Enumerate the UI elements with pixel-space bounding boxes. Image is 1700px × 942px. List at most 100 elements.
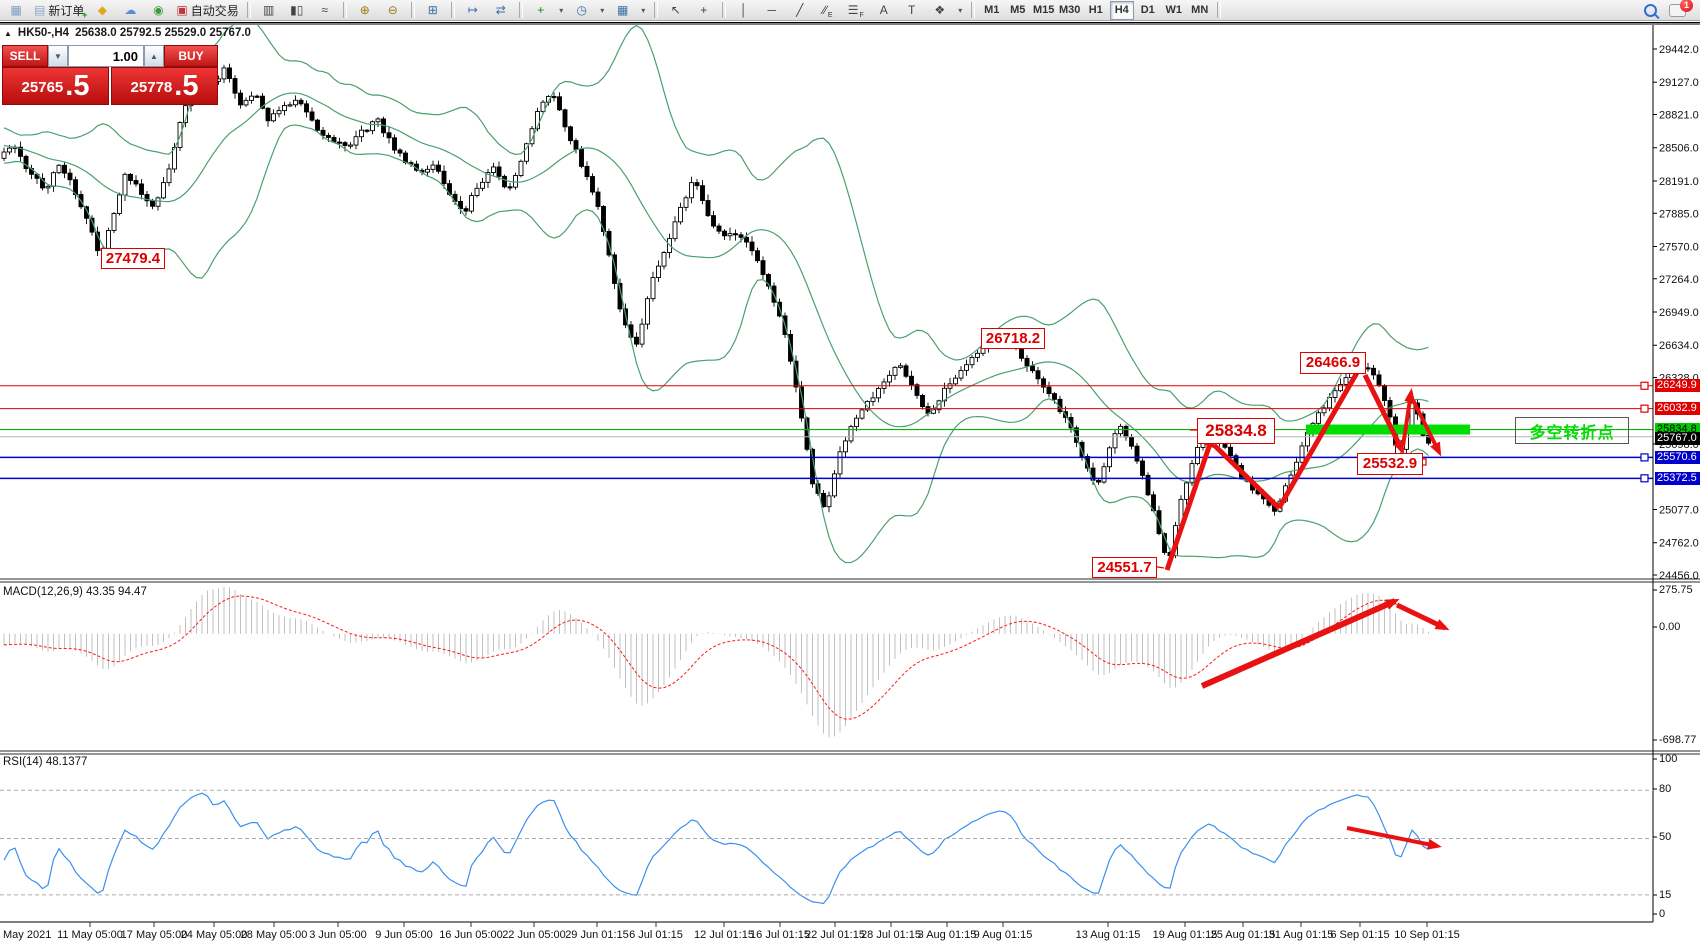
- timeframe-m5-button[interactable]: M5: [1010, 4, 1026, 16]
- ohlc-values: 25638.0 25792.5 25529.0 25767.0: [75, 27, 251, 39]
- signals-icon[interactable]: ◉: [145, 0, 171, 20]
- buy-button[interactable]: BUY: [164, 45, 218, 67]
- main-toolbar: ▦ ▤ + 新订单 ◆ ☁ ◉ ▣ 自动交易 ▥ ▮▯ ≈ ⊕ ⊖ ⊞ ↦ ⇄ + ▾ ◷ ▾ ▦ ▾ ↖ + │ ─ ╱ ∕∕ E ☰ F A…: [0, 0, 1700, 21]
- chat-icon[interactable]: 1: [1669, 0, 1693, 17]
- zoom-in-icon[interactable]: ⊕: [352, 0, 378, 20]
- sell-price-frac: .5: [65, 70, 90, 102]
- svg-text:22 Jul 01:15: 22 Jul 01:15: [805, 929, 865, 941]
- timeframe-m1-button[interactable]: M1: [984, 4, 1000, 16]
- svg-text:17 May 05:00: 17 May 05:00: [121, 929, 188, 941]
- svg-text:275.75: 275.75: [1659, 584, 1693, 596]
- timeframe-d1-button[interactable]: D1: [1140, 4, 1155, 16]
- tile-windows-icon[interactable]: ⊞: [420, 0, 446, 20]
- svg-text:22 Jun 05:00: 22 Jun 05:00: [502, 929, 566, 941]
- arrows-icon[interactable]: ❖: [927, 0, 953, 20]
- svg-text:28 Jul 01:15: 28 Jul 01:15: [861, 929, 921, 941]
- timeframe-mn-button[interactable]: MN: [1191, 4, 1209, 16]
- line-chart-icon: ≈: [321, 3, 329, 17]
- svg-text:80: 80: [1659, 783, 1671, 795]
- indicators-icon[interactable]: +: [528, 0, 554, 20]
- candlestick-chart-icon[interactable]: ▮▯: [284, 0, 310, 20]
- crosshair-icon[interactable]: +: [691, 0, 717, 20]
- line-chart-icon[interactable]: ≈: [312, 0, 338, 20]
- svg-text:26949.0: 26949.0: [1659, 307, 1699, 319]
- svg-text:24456.0: 24456.0: [1659, 570, 1699, 582]
- autotrading-button-label: 自动交易: [190, 3, 239, 18]
- new-order-button-label: 新订单: [48, 3, 85, 18]
- indicators-dropdown[interactable]: ▾: [559, 5, 564, 15]
- price-badge-26032.9: 26032.9: [1655, 402, 1700, 416]
- indicators-icon: +: [537, 3, 545, 17]
- buy-price-display[interactable]: 25778 .5: [111, 67, 218, 105]
- vertical-line-icon: │: [739, 3, 748, 17]
- rsi-indicator-label: RSI(14) 48.1377: [3, 756, 88, 768]
- zoom-out-icon[interactable]: ⊖: [380, 0, 406, 20]
- chart-window-icon[interactable]: ▦: [3, 0, 29, 20]
- auto-scroll-icon[interactable]: ↦: [460, 0, 486, 20]
- templates-dropdown[interactable]: ▾: [641, 5, 646, 15]
- symbol-name: HK50-,H4: [17, 27, 70, 39]
- volume-input[interactable]: 1.00: [68, 45, 144, 67]
- price-badge-25570.6: 25570.6: [1655, 450, 1700, 464]
- annotation-text: 多空转折点: [1529, 424, 1615, 442]
- templates-icon[interactable]: ▦: [610, 0, 636, 20]
- svg-text:24 May 05:00: 24 May 05:00: [181, 929, 248, 941]
- toolbar-separator: [970, 2, 975, 18]
- chart-title: ▲ HK50-,H4 25638.0 25792.5 25529.0 25767…: [4, 27, 251, 39]
- sell-price-display[interactable]: 25765 .5: [2, 67, 109, 105]
- metaeditor-icon[interactable]: ◆: [89, 0, 115, 20]
- bull-bear-turning-point-annotation[interactable]: 多空转折点: [1515, 417, 1629, 444]
- vertical-line-icon[interactable]: │: [731, 0, 757, 20]
- price-callout-27479.4[interactable]: 27479.4: [101, 248, 165, 269]
- market-watch-icon[interactable]: ☁: [117, 0, 143, 20]
- new-order-button-icon: ▤: [34, 3, 46, 17]
- volume-decrease-button[interactable]: ▼: [48, 45, 68, 67]
- toolbar-separator: [450, 2, 455, 18]
- timeframe-w1-button[interactable]: W1: [1165, 4, 1182, 16]
- timeframe-h1-button[interactable]: H1: [1088, 4, 1103, 16]
- periods-dropdown[interactable]: ▾: [600, 5, 605, 15]
- volume-increase-button[interactable]: ▲: [144, 45, 164, 67]
- zoom-out-icon: ⊖: [387, 3, 398, 17]
- svg-text:29442.0: 29442.0: [1659, 44, 1699, 56]
- svg-text:11 May 05:00: 11 May 05:00: [57, 929, 123, 941]
- channel-icon-letter: E: [827, 12, 833, 19]
- sell-button[interactable]: SELL: [2, 45, 48, 67]
- new-order-button[interactable]: ▤ + 新订单: [31, 0, 87, 20]
- autotrading-button[interactable]: ▣ 自动交易: [173, 0, 241, 20]
- svg-text:27264.0: 27264.0: [1659, 274, 1699, 286]
- bar-chart-icon[interactable]: ▥: [256, 0, 282, 20]
- cursor-icon: ↖: [670, 3, 681, 17]
- horizontal-line-icon[interactable]: ─: [759, 0, 785, 20]
- chart-shift-icon[interactable]: ⇄: [488, 0, 514, 20]
- cursor-icon[interactable]: ↖: [663, 0, 689, 20]
- search-icon[interactable]: [1644, 3, 1657, 17]
- zoom-in-icon: ⊕: [359, 3, 370, 17]
- price-callout-24551.7[interactable]: 24551.7: [1092, 557, 1157, 578]
- text-icon[interactable]: A: [871, 0, 897, 20]
- candlestick-chart-icon: ▮▯: [290, 3, 304, 17]
- timeframe-m30-button[interactable]: M30: [1059, 4, 1081, 16]
- fibonacci-icon[interactable]: ☰ F: [843, 0, 869, 20]
- svg-text:28506.0: 28506.0: [1659, 143, 1699, 155]
- channel-icon[interactable]: ∕∕ E: [815, 0, 841, 20]
- svg-text:6 Jul 01:15: 6 Jul 01:15: [629, 929, 683, 941]
- timeframe-m15-button[interactable]: M15: [1033, 4, 1055, 16]
- arrows-icon: ❖: [934, 3, 946, 17]
- price-badge-26249.9: 26249.9: [1655, 379, 1700, 393]
- price-callout-25532.9[interactable]: 25532.9: [1357, 453, 1423, 475]
- trendline-icon[interactable]: ╱: [787, 0, 813, 20]
- text-label-icon[interactable]: T: [899, 0, 925, 20]
- price-callout-26466.9[interactable]: 26466.9: [1300, 352, 1366, 374]
- arrows-dropdown[interactable]: ▾: [958, 5, 963, 15]
- periods-icon[interactable]: ◷: [569, 0, 595, 20]
- svg-text:9 Jun 05:00: 9 Jun 05:00: [375, 929, 433, 941]
- timeframe-h4-button[interactable]: H4: [1109, 0, 1134, 20]
- price-callout-25834.8[interactable]: 25834.8: [1197, 418, 1275, 444]
- price-callout-26718.2[interactable]: 26718.2: [981, 328, 1045, 349]
- toolbar-separator: [653, 2, 658, 18]
- sell-price-int: 25765: [21, 79, 64, 96]
- autotrading-button-icon: ▣: [176, 3, 188, 17]
- buy-price-frac: .5: [174, 70, 199, 102]
